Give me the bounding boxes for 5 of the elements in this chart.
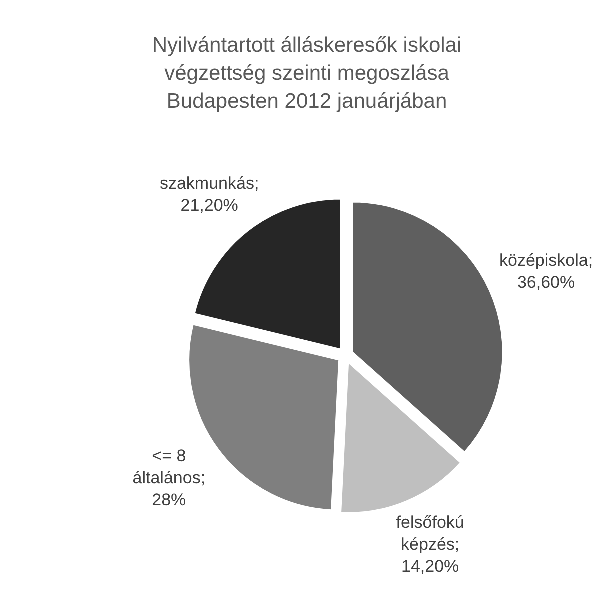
- slice-label: <= 8 általános; 28%: [132, 446, 206, 510]
- slice-label: középiskola; 36,60%: [500, 251, 594, 292]
- chart-title: Nyilvántartott álláskeresők iskolai végzettség szeinti megoszlása Budapesten 2012 januárjában: [152, 34, 462, 113]
- slice-label: felsőfokú képzés; 14,20%: [396, 513, 464, 576]
- slice-label: szakmunkás; 21,20%: [160, 174, 260, 215]
